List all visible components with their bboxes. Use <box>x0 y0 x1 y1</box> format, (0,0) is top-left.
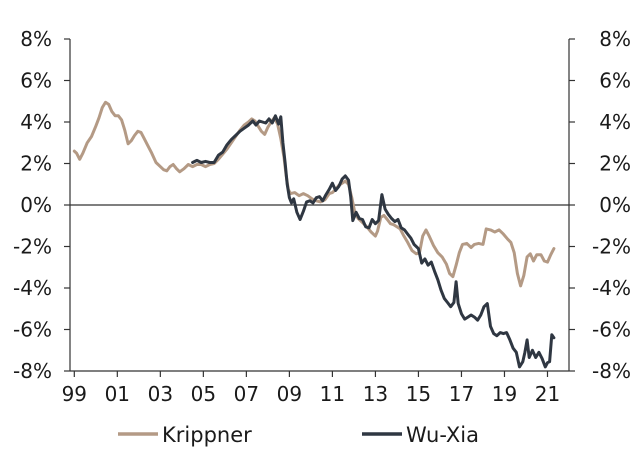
legend-label-krippner: Krippner <box>162 423 252 447</box>
left-y-tick-label: 0% <box>20 193 52 217</box>
left-y-axis-ticks: 8% 6% 4% 2% 0% -2% -4% -6% -8% <box>13 27 70 383</box>
right-y-tick-label: 4% <box>599 110 631 134</box>
left-y-tick-label: -8% <box>13 359 52 383</box>
x-axis-ticks: 99 01 03 05 07 09 11 13 15 17 19 21 <box>62 371 560 406</box>
right-y-axis-ticks: 8% 6% 4% 2% 0% -2% -4% -6% -8% <box>569 27 631 383</box>
x-tick-label: 99 <box>62 382 87 406</box>
series-line-wu-xia <box>191 114 556 369</box>
x-tick-label: 03 <box>148 382 173 406</box>
left-y-tick-label: -6% <box>13 318 52 342</box>
x-tick-label: 11 <box>320 382 345 406</box>
right-y-tick-label: 8% <box>599 27 631 51</box>
x-tick-label: 13 <box>363 382 388 406</box>
left-y-tick-label: 4% <box>20 110 52 134</box>
legend-label-wu-xia: Wu-Xia <box>406 423 479 447</box>
x-tick-label: 21 <box>535 382 560 406</box>
axes <box>69 39 570 372</box>
right-y-tick-label: -2% <box>592 235 631 259</box>
x-tick-label: 17 <box>449 382 474 406</box>
x-tick-label: 19 <box>492 382 517 406</box>
left-y-tick-label: 8% <box>20 27 52 51</box>
left-y-tick-label: 6% <box>20 69 52 93</box>
right-y-tick-label: -4% <box>592 276 631 300</box>
right-y-tick-label: -8% <box>592 359 631 383</box>
right-y-tick-label: -6% <box>592 318 631 342</box>
series-lines <box>72 100 556 369</box>
series-line-krippner <box>72 100 556 288</box>
right-y-tick-label: 0% <box>599 193 631 217</box>
left-y-tick-label: -4% <box>13 276 52 300</box>
x-tick-label: 01 <box>105 382 130 406</box>
x-tick-label: 15 <box>406 382 431 406</box>
right-y-tick-label: 2% <box>599 152 631 176</box>
left-y-tick-label: -2% <box>13 235 52 259</box>
legend: Krippner Wu-Xia <box>118 423 479 447</box>
left-y-tick-label: 2% <box>20 152 52 176</box>
x-tick-label: 07 <box>234 382 259 406</box>
right-y-tick-label: 6% <box>599 69 631 93</box>
x-tick-label: 09 <box>277 382 302 406</box>
x-tick-label: 05 <box>191 382 216 406</box>
